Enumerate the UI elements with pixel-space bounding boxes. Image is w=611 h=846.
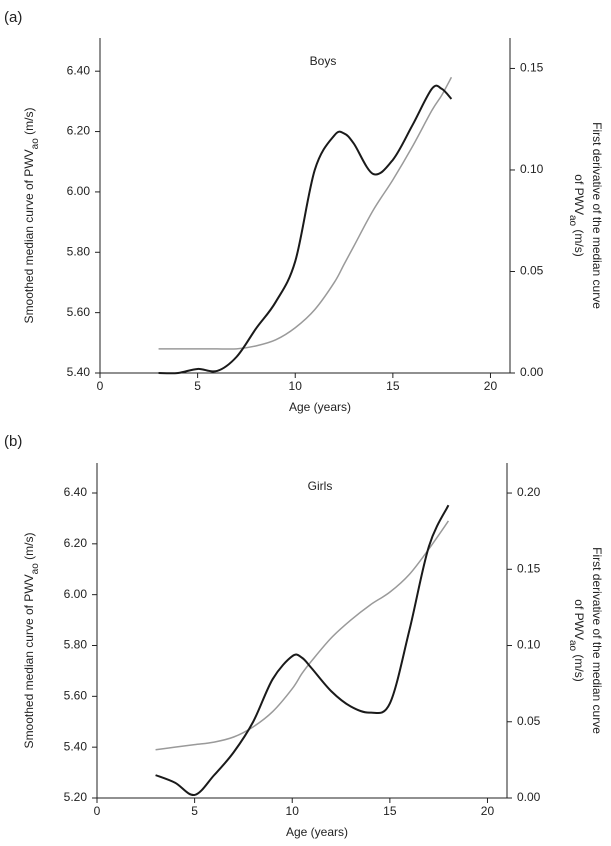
label-part: First derivative of the median curve xyxy=(590,547,604,734)
label-part: (m/s) xyxy=(572,651,586,682)
data-line xyxy=(155,504,450,796)
x-axis-label: Age (years) xyxy=(289,400,351,414)
y2-axis-label: of PWVao (m/s) xyxy=(567,174,586,256)
x-tick-label: 5 xyxy=(194,379,201,393)
x-tick-label: 15 xyxy=(383,804,397,818)
chart-title: Girls xyxy=(308,479,333,493)
y-tick-label: 6.00 xyxy=(67,184,91,198)
label-part: (m/s) xyxy=(572,226,586,257)
y-tick-label: 5.20 xyxy=(64,790,88,804)
label-part: First derivative of the median curve xyxy=(590,122,604,309)
data-line xyxy=(155,520,450,751)
panel-label: (b) xyxy=(4,433,22,450)
y2-tick-label: 0.05 xyxy=(517,714,541,728)
x-tick-label: 10 xyxy=(286,804,300,818)
y-axis-label: Smoothed median curve of PWVao (m/s) xyxy=(22,108,41,324)
label-part: (m/s) xyxy=(22,108,36,139)
subscript: ao xyxy=(30,563,41,575)
label-part: (m/s) xyxy=(22,533,36,564)
chart-title: Boys xyxy=(310,54,337,68)
y-tick-label: 5.80 xyxy=(67,244,91,258)
y2-tick-label: 0.05 xyxy=(520,264,544,278)
axis-spines xyxy=(99,38,511,374)
x-axis-label: Age (years) xyxy=(286,825,348,839)
x-tick-label: 5 xyxy=(191,804,198,818)
y-tick-label: 6.40 xyxy=(64,485,88,499)
y2-axis-label: of PWVao (m/s) xyxy=(567,599,586,681)
data-line xyxy=(158,76,453,350)
y-tick-label: 6.40 xyxy=(67,63,91,77)
y-tick-label: 5.40 xyxy=(64,739,88,753)
y-axis-label: Smoothed median curve of PWVao (m/s) xyxy=(22,533,41,749)
label-part: of PWV xyxy=(572,174,586,215)
subscript: ao xyxy=(567,640,578,652)
y2-tick-label: 0.10 xyxy=(520,162,544,176)
y-tick-label: 5.40 xyxy=(67,365,91,379)
y-tick-label: 5.60 xyxy=(67,305,91,319)
x-tick-label: 20 xyxy=(484,379,498,393)
subscript: ao xyxy=(567,215,578,227)
y2-axis-label: First derivative of the median curve xyxy=(590,122,604,309)
label-part: of PWV xyxy=(572,599,586,640)
y2-axis-label: First derivative of the median curve xyxy=(590,547,604,734)
x-tick-label: 0 xyxy=(97,379,104,393)
label-part: Smoothed median curve of PWV xyxy=(22,574,36,748)
y2-tick-label: 0.10 xyxy=(517,638,541,652)
y2-tick-label: 0.15 xyxy=(520,61,544,75)
data-line xyxy=(158,84,453,375)
y-tick-label: 5.60 xyxy=(64,689,88,703)
y2-tick-label: 0.00 xyxy=(517,790,541,804)
y-tick-label: 5.80 xyxy=(64,638,88,652)
y-tick-label: 6.20 xyxy=(64,536,88,550)
axis-spines xyxy=(96,463,508,799)
y-tick-label: 6.20 xyxy=(67,124,91,138)
y-tick-label: 6.00 xyxy=(64,587,88,601)
y2-tick-label: 0.00 xyxy=(520,365,544,379)
label-part: Smoothed median curve of PWV xyxy=(22,149,36,323)
subscript: ao xyxy=(30,138,41,150)
x-tick-label: 0 xyxy=(94,804,101,818)
x-tick-label: 20 xyxy=(481,804,495,818)
panel-label: (a) xyxy=(4,9,22,26)
x-tick-label: 10 xyxy=(289,379,303,393)
y2-tick-label: 0.15 xyxy=(517,561,541,575)
y2-tick-label: 0.20 xyxy=(517,485,541,499)
x-tick-label: 15 xyxy=(386,379,400,393)
